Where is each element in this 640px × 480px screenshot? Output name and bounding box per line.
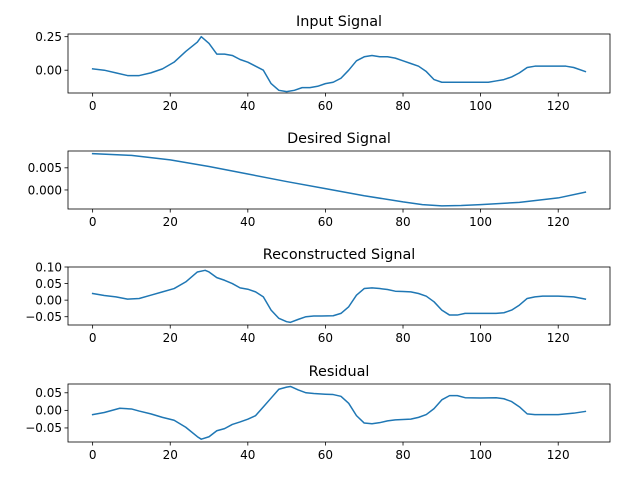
y-tick-label: 0.05 bbox=[35, 386, 62, 400]
plot-area: 0 20 40 60 80 100 120 0.00 0.25 bbox=[35, 30, 611, 113]
panel-desired-signal: Desired Signal 0 20 40 60 80 100 120 0.000 0.005 bbox=[28, 131, 611, 229]
series-line bbox=[91, 35, 587, 93]
panel-title: Desired Signal bbox=[287, 131, 391, 147]
x-tick-label: 80 bbox=[395, 331, 410, 345]
plot-area: 0 20 40 60 80 100 120 0.000 0.005 bbox=[28, 150, 611, 229]
x-tick-label: 20 bbox=[163, 215, 178, 229]
x-tick-label: 80 bbox=[395, 448, 410, 462]
axes-frame bbox=[67, 33, 611, 94]
x-tick-label: 60 bbox=[318, 331, 333, 345]
x-tick-label: 20 bbox=[163, 331, 178, 345]
y-tick-label: 0.00 bbox=[35, 64, 62, 78]
x-tick-label: 120 bbox=[547, 99, 570, 113]
x-tick-label: 80 bbox=[395, 99, 410, 113]
y-tick-label: 0.00 bbox=[35, 404, 62, 418]
y-tick-label: 0.10 bbox=[35, 260, 62, 274]
x-tick-label: 120 bbox=[547, 448, 570, 462]
y-tick-label: −0.05 bbox=[25, 310, 62, 324]
x-tick-label: 40 bbox=[240, 215, 255, 229]
series-line bbox=[91, 269, 587, 324]
x-tick-label: 20 bbox=[163, 99, 178, 113]
y-tick-label: 0.25 bbox=[35, 30, 62, 44]
series-line bbox=[91, 385, 587, 440]
x-tick-label: 20 bbox=[163, 448, 178, 462]
y-tick-label: −0.05 bbox=[25, 421, 62, 435]
y-tick-label: 0.000 bbox=[28, 183, 62, 197]
x-tick-label: 40 bbox=[240, 99, 255, 113]
y-tick-label: 0.05 bbox=[35, 277, 62, 291]
panel-title: Residual bbox=[309, 364, 370, 380]
x-tick-label: 100 bbox=[469, 331, 492, 345]
x-tick-label: 0 bbox=[89, 215, 97, 229]
x-tick-label: 120 bbox=[547, 331, 570, 345]
panel-title: Input Signal bbox=[296, 14, 382, 30]
x-tick-label: 60 bbox=[318, 448, 333, 462]
x-tick-label: 100 bbox=[469, 99, 492, 113]
y-tick-label: 0.00 bbox=[35, 293, 62, 307]
x-tick-label: 0 bbox=[89, 448, 97, 462]
x-tick-label: 100 bbox=[469, 215, 492, 229]
series-line bbox=[91, 152, 587, 207]
axes-frame bbox=[67, 150, 611, 210]
x-tick-label: 100 bbox=[469, 448, 492, 462]
x-tick-label: 40 bbox=[240, 331, 255, 345]
x-tick-label: 60 bbox=[318, 99, 333, 113]
panel-residual: Residual 0 20 40 60 80 100 120 −0.05 0.00 0.05 bbox=[25, 364, 611, 462]
x-tick-label: 80 bbox=[395, 215, 410, 229]
x-tick-label: 120 bbox=[547, 215, 570, 229]
panel-reconstructed-signal: Reconstructed Signal 0 20 40 60 80 100 120 −0.0… bbox=[25, 247, 611, 345]
x-tick-label: 40 bbox=[240, 448, 255, 462]
plot-area: 0 20 40 60 80 100 120 −0.05 0.00 0.05 bbox=[25, 383, 611, 462]
panel-input-signal: Input Signal 0 20 40 60 80 100 120 0.00 0.25 bbox=[35, 14, 611, 113]
x-tick-label: 60 bbox=[318, 215, 333, 229]
plot-area: 0 20 40 60 80 100 120 −0.05 0.00 0.05 0.10 bbox=[25, 260, 611, 345]
axes-frame bbox=[67, 383, 611, 443]
x-tick-label: 0 bbox=[89, 99, 97, 113]
x-tick-label: 0 bbox=[89, 331, 97, 345]
y-tick-label: 0.005 bbox=[28, 161, 62, 175]
panel-title: Reconstructed Signal bbox=[263, 247, 416, 263]
axes-frame bbox=[67, 266, 611, 326]
